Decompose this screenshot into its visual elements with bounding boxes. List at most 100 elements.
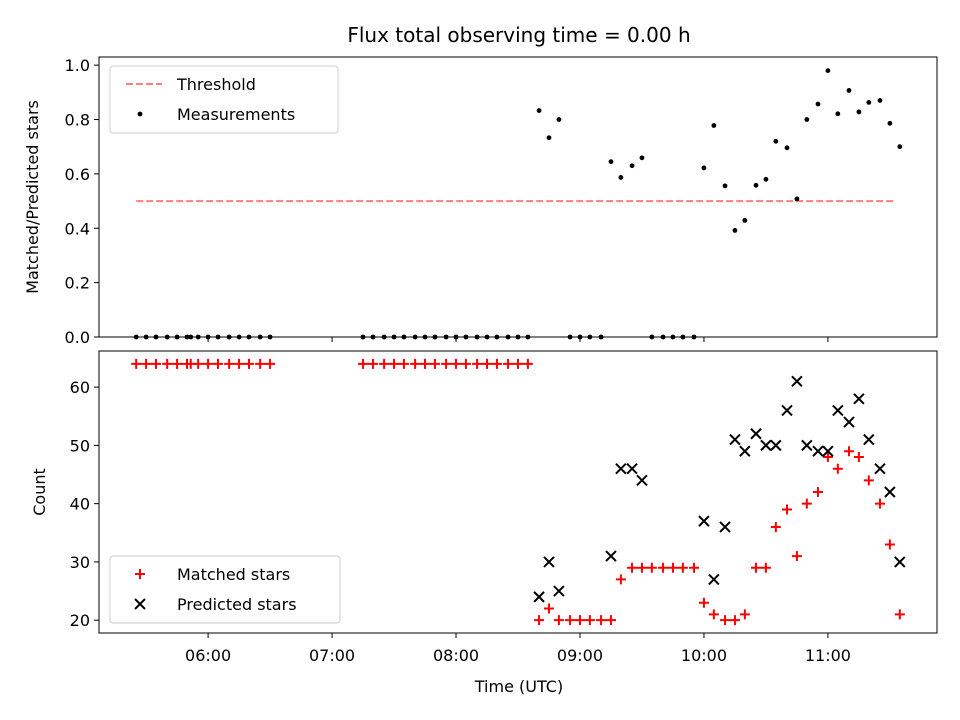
data-point [543, 556, 555, 568]
data-point [422, 334, 428, 340]
data-point [143, 334, 149, 340]
data-point [515, 334, 521, 340]
data-point [751, 562, 762, 573]
data-point [874, 498, 885, 509]
data-point [536, 108, 542, 113]
data-point [711, 123, 717, 128]
data-point [236, 334, 242, 340]
data-point [453, 334, 459, 340]
data-point [729, 615, 740, 626]
data-point [615, 462, 627, 475]
data-point [596, 615, 607, 626]
series-1-1 [533, 375, 906, 603]
data-point [853, 393, 865, 405]
y-tick-label: 0.0 [65, 328, 90, 347]
data-point [773, 138, 779, 144]
legend-label: Predicted stars [177, 595, 297, 614]
data-point [866, 99, 872, 105]
data-point [358, 358, 369, 369]
data-point [213, 358, 224, 369]
x-tick-label: 11:00 [805, 646, 851, 665]
data-point [627, 562, 638, 573]
data-point [689, 562, 700, 573]
data-point [877, 98, 883, 103]
data-point [698, 515, 710, 527]
data-point [605, 550, 617, 562]
y-tick-label: 30 [70, 553, 90, 572]
legend-label: Matched stars [177, 565, 290, 584]
data-point [494, 334, 500, 340]
data-point [491, 358, 502, 369]
axes-frame-1 [98, 350, 938, 634]
x-tick-label: 09:00 [557, 646, 603, 665]
data-point [255, 358, 266, 369]
data-point [577, 334, 583, 340]
data-point [874, 462, 886, 475]
legend-1: Matched stars Predicted stars [109, 555, 341, 624]
data-point [884, 486, 896, 498]
data-point [410, 358, 421, 369]
data-point [822, 452, 833, 463]
data-point [472, 358, 483, 369]
data-point [513, 358, 523, 369]
y-tick-label: 0.6 [65, 165, 90, 184]
data-point [460, 358, 471, 369]
series-1-0 [131, 358, 905, 626]
data-point [750, 428, 762, 440]
data-point [608, 159, 614, 165]
data-point [153, 334, 159, 340]
data-point [379, 358, 390, 369]
data-point [553, 615, 564, 626]
data-point [670, 334, 676, 340]
data-point [267, 334, 273, 340]
y-tick-label: 1.0 [65, 56, 90, 75]
data-point [853, 452, 864, 463]
y-tick-label: 0.8 [65, 111, 90, 130]
legend-marker-0 [135, 569, 145, 579]
data-point [884, 539, 895, 550]
data-point [451, 358, 462, 369]
data-point [636, 474, 648, 487]
y-tick-label: 20 [70, 611, 90, 630]
data-point [784, 145, 790, 151]
data-point [389, 358, 400, 369]
data-point [522, 358, 533, 369]
data-point [843, 416, 855, 428]
data-point [505, 334, 511, 340]
panel-ratio: 0.0 0.2 0.4 0.6 0.8 1.0 Matched/Predicted star… [23, 56, 938, 347]
panel-count: 20 30 40 50 60 06:00 07:00 08:00 09:00 10:00 11:00… [30, 350, 938, 665]
data-point [658, 562, 669, 573]
data-point [188, 334, 194, 340]
data-point [753, 182, 759, 188]
data-point [763, 176, 769, 182]
data-point [172, 358, 183, 369]
data-point [484, 334, 490, 340]
data-point [543, 603, 554, 614]
legend-marker-1 [137, 111, 143, 117]
y-axis-label: Count [30, 468, 49, 516]
data-point [639, 155, 645, 161]
data-point [584, 615, 595, 626]
data-point [629, 163, 635, 169]
data-point [443, 334, 449, 340]
data-point [525, 334, 531, 340]
data-point [133, 334, 139, 340]
data-point [546, 135, 552, 141]
data-point [649, 334, 655, 340]
data-point [856, 109, 862, 115]
data-point [770, 439, 782, 452]
data-point [195, 334, 201, 340]
data-point [781, 404, 793, 417]
data-point [420, 358, 431, 369]
data-point [226, 334, 232, 340]
data-point [381, 334, 387, 340]
legend-label: Threshold [176, 75, 256, 94]
data-point [162, 358, 173, 369]
data-point [534, 615, 545, 626]
data-point [739, 609, 750, 620]
data-point [863, 475, 874, 486]
data-point [441, 358, 452, 369]
data-point [822, 445, 834, 457]
data-point [587, 334, 593, 340]
data-point [832, 463, 843, 474]
